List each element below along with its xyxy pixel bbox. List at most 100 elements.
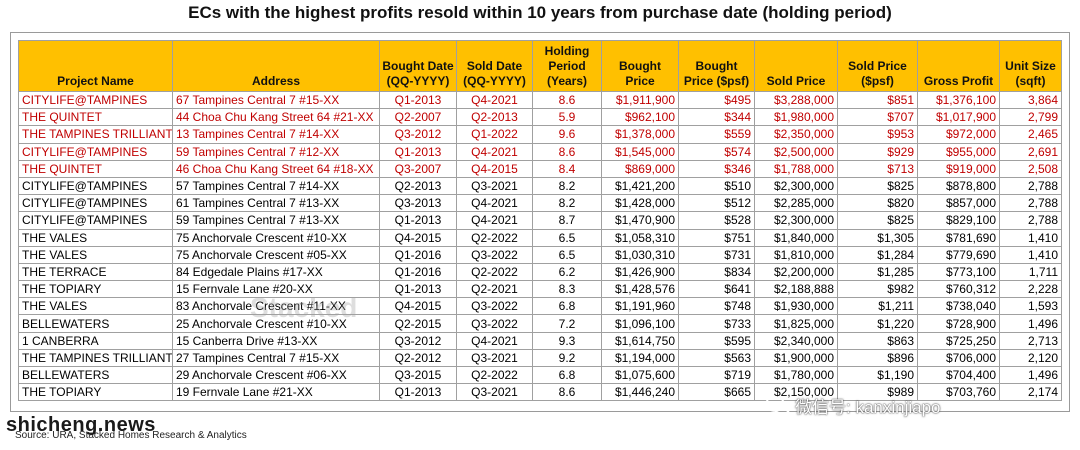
cell-sold-price: $1,840,000 (754, 228, 838, 247)
cell-sold-date: Q4-2021 (456, 90, 533, 110)
cell-bought-date: Q1-2013 (379, 142, 457, 161)
cell-bought-price: $1,426,900 (601, 262, 679, 282)
cell-sold-price: $1,900,000 (754, 348, 838, 368)
cell-bought-date: Q1-2016 (379, 245, 457, 264)
cell-bought-price: $1,545,000 (601, 142, 679, 161)
cell-sold-price: $1,825,000 (754, 314, 838, 333)
cell-project-name: THE VALES (18, 228, 173, 247)
cell-holding-period: 9.2 (532, 348, 602, 368)
cell-unit-size: 2,799 (999, 108, 1062, 127)
cell-bought-psf: $731 (678, 245, 755, 264)
cell-bought-psf: $641 (678, 280, 755, 299)
cell-sold-psf: $929 (837, 142, 918, 161)
cell-holding-period: 8.6 (532, 90, 602, 110)
table-row: CITYLIFE@TAMPINES 59 Tampines Central 7 #… (18, 211, 1062, 230)
cell-gross-profit: $704,400 (917, 365, 1000, 385)
cell-sold-price: $1,930,000 (754, 297, 838, 316)
site-watermark: shicheng.news (6, 414, 156, 436)
cell-sold-price: $2,188,888 (754, 280, 838, 299)
cell-sold-psf: $1,285 (837, 262, 918, 282)
col-header-project-name: Project Name (18, 40, 173, 92)
cell-address: 25 Anchorvale Crescent #10-XX (172, 314, 380, 333)
table-row: THE VALES 83 Anchorvale Crescent #11-XX Q4… (18, 297, 1062, 316)
profit-table: Project Name Address Bought Date (QQ-YYY… (18, 40, 1062, 402)
cell-bought-price: $962,100 (601, 108, 679, 127)
cell-unit-size: 1,496 (999, 314, 1062, 333)
col-header-bought-psf: Bought Price ($psf) (678, 40, 755, 92)
cell-address: 61 Tampines Central 7 #13-XX (172, 194, 380, 213)
cell-gross-profit: $1,017,900 (917, 108, 1000, 127)
cell-bought-psf: $344 (678, 108, 755, 127)
cell-project-name: THE QUINTET (18, 159, 173, 178)
cell-holding-period: 6.5 (532, 245, 602, 264)
cell-unit-size: 2,788 (999, 211, 1062, 230)
cell-sold-date: Q4-2021 (456, 331, 533, 350)
cell-address: 46 Choa Chu Kang Street 64 #18-XX (172, 159, 380, 178)
table-title: ECs with the highest profits resold with… (188, 3, 892, 22)
cell-sold-date: Q4-2015 (456, 159, 533, 178)
cell-sold-date: Q2-2022 (456, 262, 533, 282)
cell-sold-date: Q2-2021 (456, 280, 533, 299)
cell-sold-date: Q3-2021 (456, 383, 533, 402)
cell-bought-date: Q2-2007 (379, 108, 457, 127)
cell-bought-psf: $495 (678, 90, 755, 110)
cell-unit-size: 2,465 (999, 125, 1062, 144)
cell-gross-profit: $857,000 (917, 194, 1000, 213)
cell-bought-psf: $574 (678, 142, 755, 161)
cell-address: 15 Canberra Drive #13-XX (172, 331, 380, 350)
cell-gross-profit: $738,040 (917, 297, 1000, 316)
cell-sold-price: $2,350,000 (754, 125, 838, 144)
table-row: CITYLIFE@TAMPINES 57 Tampines Central 7 #… (18, 176, 1062, 196)
cell-sold-date: Q2-2022 (456, 228, 533, 247)
cell-sold-psf: $1,220 (837, 314, 918, 333)
cell-sold-psf: $863 (837, 331, 918, 350)
cell-unit-size: 1,496 (999, 365, 1062, 385)
cell-sold-date: Q3-2021 (456, 176, 533, 196)
cell-unit-size: 1,410 (999, 245, 1062, 264)
cell-bought-psf: $346 (678, 159, 755, 178)
cell-bought-psf: $748 (678, 297, 755, 316)
cell-project-name: BELLEWATERS (18, 365, 173, 385)
table-row: BELLEWATERS 29 Anchorvale Crescent #06-XX… (18, 365, 1062, 385)
cell-project-name: THE VALES (18, 297, 173, 316)
cell-holding-period: 8.7 (532, 211, 602, 230)
cell-project-name: 1 CANBERRA (18, 331, 173, 350)
wechat-watermark: 微信号: kanxinjiapo (765, 393, 941, 418)
cell-project-name: THE QUINTET (18, 108, 173, 127)
cell-sold-price: $2,300,000 (754, 176, 838, 196)
cell-bought-price: $1,191,960 (601, 297, 679, 316)
cell-bought-price: $1,614,750 (601, 331, 679, 350)
col-header-bought-date: Bought Date (QQ-YYYY) (379, 40, 457, 92)
cell-bought-psf: $528 (678, 211, 755, 230)
cell-holding-period: 6.2 (532, 262, 602, 282)
cell-sold-price: $1,780,000 (754, 365, 838, 385)
cell-bought-price: $1,058,310 (601, 228, 679, 247)
watermark-center: Stacked (250, 292, 358, 323)
source-note: Source: URA, Stacked Homes Research & An… (15, 430, 247, 441)
col-header-sold-psf: Sold Price ($psf) (837, 40, 918, 92)
cell-holding-period: 6.8 (532, 365, 602, 385)
cell-gross-profit: $706,000 (917, 348, 1000, 368)
cell-bought-date: Q4-2015 (379, 228, 457, 247)
cell-bought-psf: $751 (678, 228, 755, 247)
cell-bought-psf: $510 (678, 176, 755, 196)
cell-sold-price: $2,285,000 (754, 194, 838, 213)
cell-sold-date: Q3-2022 (456, 297, 533, 316)
cell-sold-date: Q1-2022 (456, 125, 533, 144)
wechat-id-text: 微信号: kanxinjiapo (795, 398, 941, 417)
cell-sold-psf: $820 (837, 194, 918, 213)
cell-gross-profit: $779,690 (917, 245, 1000, 264)
cell-address: 67 Tampines Central 7 #15-XX (172, 90, 380, 110)
cell-sold-psf: $1,211 (837, 297, 918, 316)
cell-bought-price: $1,075,600 (601, 365, 679, 385)
table-row: THE TAMPINES TRILLIANT 13 Tampines Centra… (18, 125, 1062, 144)
cell-gross-profit: $972,000 (917, 125, 1000, 144)
header-row: Project Name Address Bought Date (QQ-YYY… (18, 40, 1062, 92)
cell-bought-date: Q3-2013 (379, 194, 457, 213)
cell-sold-price: $2,300,000 (754, 211, 838, 230)
cell-sold-psf: $825 (837, 176, 918, 196)
table-row: THE TOPIARY 15 Fernvale Lane #20-XX Q1-201… (18, 280, 1062, 299)
table-row: THE TERRACE 84 Edgedale Plains #17-XX Q1-2… (18, 262, 1062, 282)
cell-sold-date: Q3-2022 (456, 245, 533, 264)
cell-sold-date: Q2-2013 (456, 108, 533, 127)
